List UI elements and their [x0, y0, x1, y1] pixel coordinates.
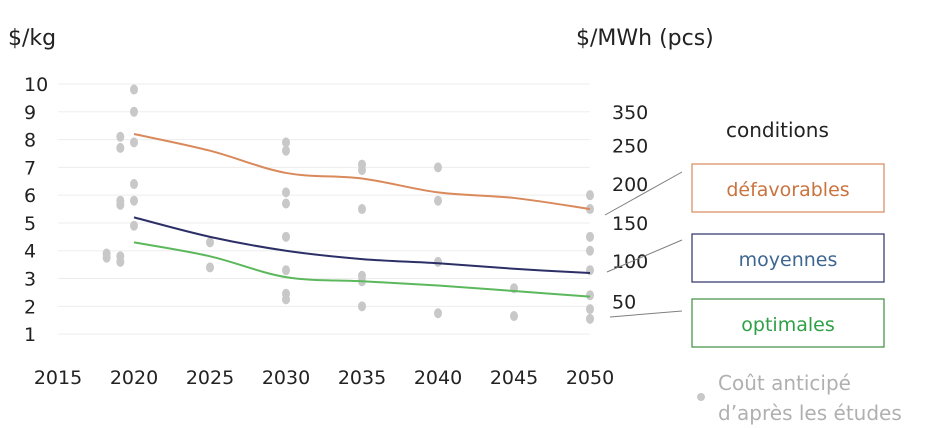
- x-tick-2025: 2025: [186, 367, 234, 389]
- study-point-18: [282, 187, 290, 198]
- study-point-10: [130, 137, 138, 148]
- legend-box-moyennes: [691, 233, 885, 283]
- y-right-tick-250: 250: [612, 136, 648, 158]
- legend-box-defavorables: [691, 163, 885, 213]
- y-left-tick-6: 6: [24, 185, 36, 207]
- study-point-4: [116, 131, 125, 142]
- series-line-0: [133, 133, 591, 211]
- study-point-12: [130, 195, 138, 206]
- y-left-tick-9: 9: [24, 102, 36, 124]
- x-tick-2030: 2030: [262, 367, 310, 389]
- study-point-5: [116, 142, 125, 153]
- y-left-tick-8: 8: [24, 130, 36, 152]
- study-point-17: [282, 145, 290, 156]
- legend: conditions défavorables moyennes optimal…: [604, 118, 902, 425]
- x-tick-2050: 2050: [566, 367, 614, 389]
- study-point-16: [282, 137, 290, 148]
- study-point-21: [282, 265, 290, 276]
- study-point-20: [282, 231, 290, 242]
- study-point-38: [586, 231, 594, 242]
- legend-title: conditions: [726, 118, 829, 142]
- y-left-tick-4: 4: [24, 241, 36, 263]
- y-right-tick-150: 150: [612, 213, 648, 235]
- legend-box-optimales: [691, 298, 885, 348]
- study-point-25: [358, 165, 366, 176]
- y-right-ticks: 50100150200250350: [612, 102, 648, 314]
- legend-label-optimales: optimales: [741, 314, 834, 336]
- study-point-36: [586, 190, 594, 201]
- y-left-tick-1: 1: [24, 324, 36, 346]
- callout-defavorables: [604, 171, 683, 216]
- callout-optimales: [609, 310, 683, 318]
- study-point-14: [206, 237, 214, 248]
- x-tick-2045: 2045: [490, 367, 538, 389]
- study-point-32: [434, 256, 442, 267]
- study-point-8: [130, 84, 138, 95]
- study-point-29: [358, 301, 366, 312]
- legend-marker-study: [697, 393, 705, 401]
- study-point-15: [206, 262, 214, 273]
- y-left-tick-7: 7: [24, 157, 36, 179]
- study-point-33: [434, 308, 442, 319]
- series-line-1: [133, 216, 591, 274]
- legend-label-moyennes: moyennes: [739, 249, 838, 271]
- series-line-2: [133, 241, 591, 298]
- study-point-26: [358, 204, 366, 215]
- legend-marker-label-line2: d’après les études: [718, 401, 902, 425]
- y-right-tick-350: 350: [612, 102, 648, 124]
- study-point-19: [282, 198, 290, 209]
- y-right-tick-200: 200: [612, 174, 648, 196]
- legend-label-defavorables: défavorables: [726, 179, 849, 201]
- study-point-30: [434, 162, 442, 173]
- y-left-tick-10: 10: [24, 74, 48, 96]
- callout-moyennes: [606, 239, 683, 273]
- x-ticks: 2015 2020 2025 2030 2035 2040 2045 2050: [34, 367, 614, 389]
- study-point-42: [586, 304, 594, 315]
- y-left-unit: $/kg: [8, 26, 56, 51]
- study-point-13: [130, 220, 138, 231]
- study-point-41: [586, 290, 594, 301]
- study-point-39: [586, 245, 594, 256]
- x-tick-2020: 2020: [110, 367, 158, 389]
- y-left-tick-2: 2: [24, 296, 36, 318]
- study-point-1: [102, 252, 111, 263]
- grid: [58, 83, 590, 335]
- y-left-ticks: 1 2 3 4 5 6 7 8 9 10: [24, 74, 48, 346]
- study-point-31: [434, 195, 442, 206]
- series-lines: [133, 133, 591, 298]
- study-point-11: [130, 179, 138, 190]
- y-right-unit: $/MWh (pcs): [576, 26, 714, 51]
- y-left-tick-3: 3: [24, 269, 36, 291]
- study-point-7: [116, 199, 125, 210]
- study-points: [102, 84, 594, 324]
- legend-marker-label-line1: Coût anticipé: [718, 371, 851, 395]
- study-point-35: [510, 311, 518, 322]
- study-point-43: [586, 313, 594, 324]
- axes: $/kg $/MWh (pcs): [8, 26, 714, 51]
- study-point-9: [130, 106, 138, 117]
- x-tick-2040: 2040: [414, 367, 462, 389]
- study-point-23: [282, 294, 290, 305]
- study-point-3: [116, 256, 125, 267]
- x-tick-2015: 2015: [34, 367, 82, 389]
- y-right-tick-50: 50: [612, 291, 636, 313]
- y-left-tick-5: 5: [24, 213, 36, 235]
- x-tick-2035: 2035: [338, 367, 386, 389]
